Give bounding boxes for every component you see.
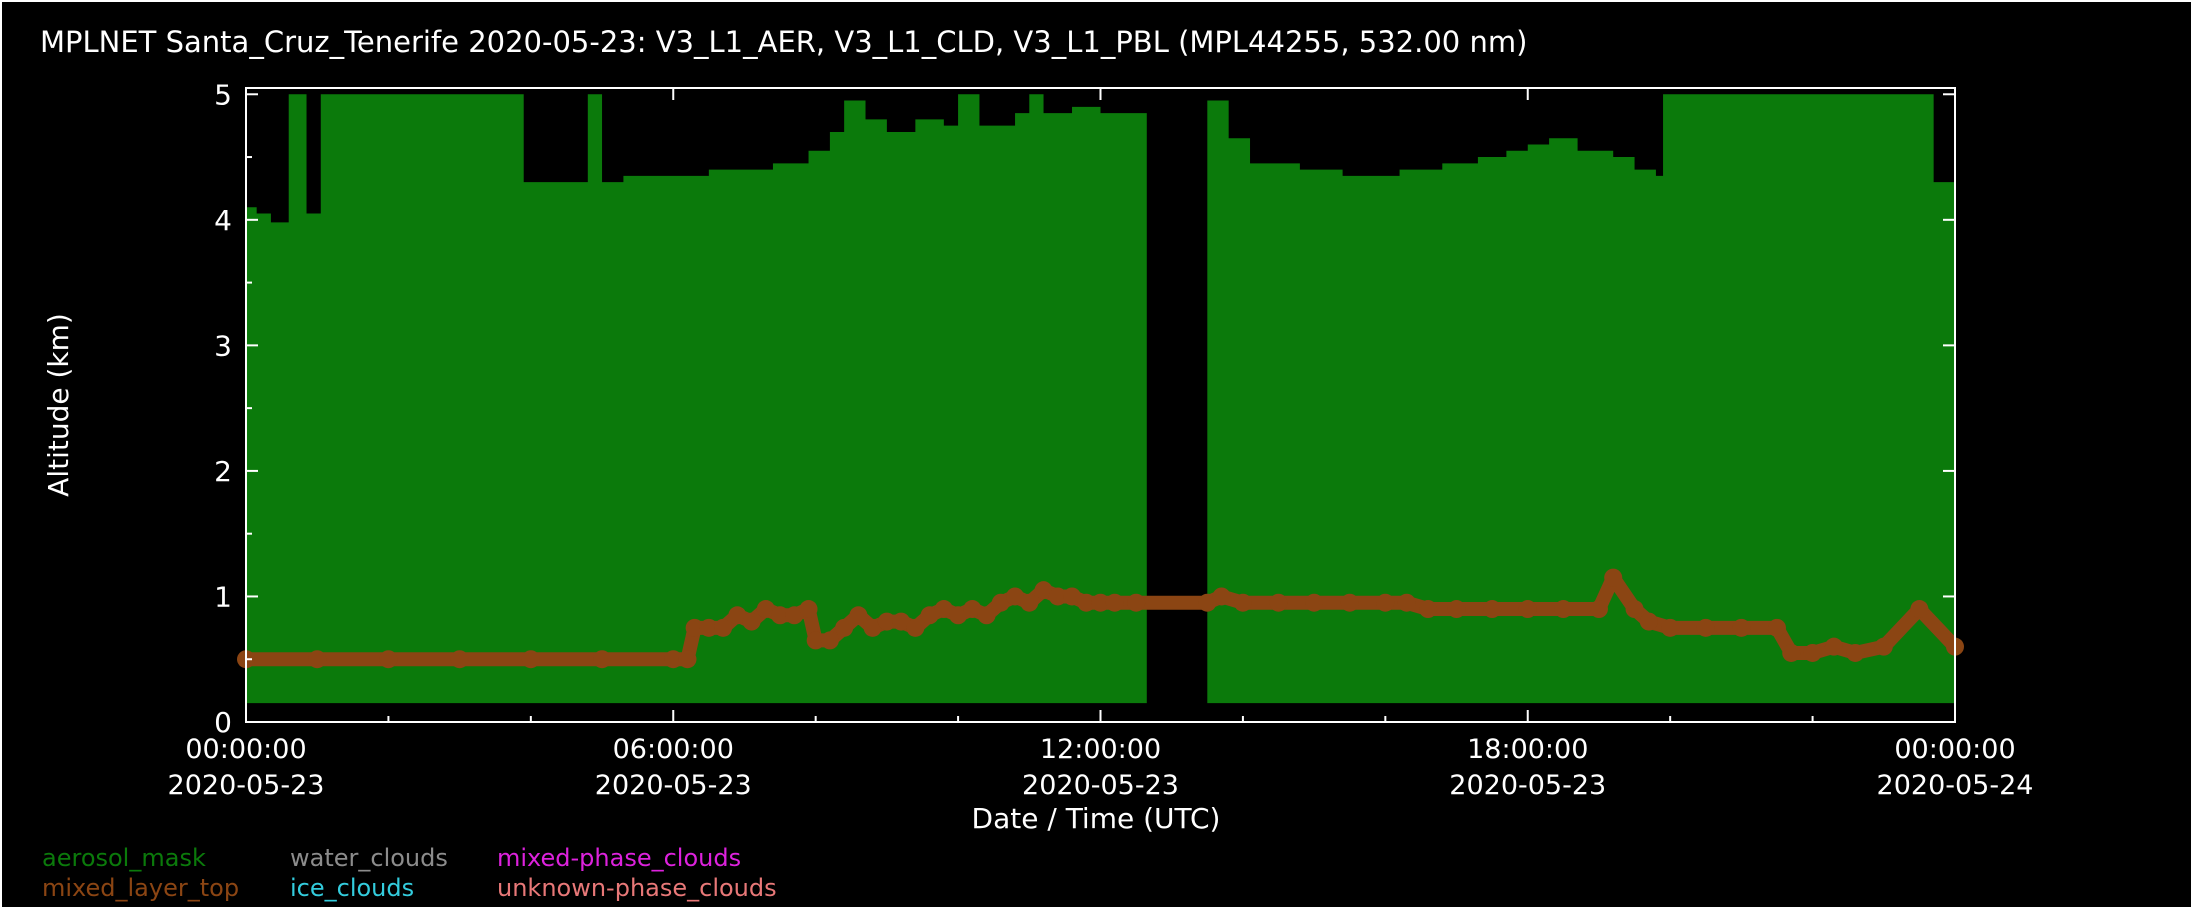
x-tick-time-label: 00:00:00 [185,734,306,765]
legend-water-clouds: water_clouds [290,844,448,872]
mixed-layer-top-point [756,600,775,619]
mixed-layer-top-point [1696,618,1715,637]
aerosol-mask-area-1 [246,94,1147,704]
mixed-layer-top-point [849,606,868,625]
legend-mixed-phase-clouds: mixed-phase_clouds [497,844,741,872]
mixed-layer-top-point [1518,600,1537,619]
mixed-layer-top-point [714,618,733,637]
mixed-layer-top-point [1589,600,1608,619]
mixed-layer-top-point [820,631,839,650]
mixed-layer-top-point [1048,587,1067,606]
mixed-layer-top-point [963,600,982,619]
legend-ice-clouds: ice_clouds [290,874,414,902]
x-tick-date-label: 2020-05-24 [1877,770,2034,801]
mixed-layer-top-point [1397,593,1416,612]
mixed-layer-top-point [1639,612,1658,631]
mixed-layer-top-point [1127,593,1146,612]
mixed-layer-top-point [521,650,540,669]
x-tick-date-label: 2020-05-23 [1449,770,1606,801]
mixed-layer-top-point [685,618,704,637]
mixed-layer-top-point [1269,593,1288,612]
legend-mixed-layer-top: mixed_layer_top [42,874,239,902]
mixed-layer-top-point [1034,581,1053,600]
mixed-layer-top-point [1077,593,1096,612]
x-tick-date-label: 2020-05-23 [595,770,752,801]
mixed-layer-top-point [906,618,925,637]
legend: aerosol_mask water_clouds mixed-phase_cl… [42,844,777,902]
mixed-layer-top-point [1020,593,1039,612]
mixed-layer-top-point [1419,600,1438,619]
mixed-layer-top-point [977,606,996,625]
legend-aerosol-mask: aerosol_mask [42,844,206,872]
mixed-layer-top-point [877,612,896,631]
mixed-layer-top-point [1824,637,1843,656]
y-tick-label: 2 [214,455,232,488]
mixed-layer-top-point [1063,587,1082,606]
mixed-layer-top-point [1625,600,1644,619]
x-tick-date-label: 2020-05-23 [1022,770,1179,801]
y-tick-label: 4 [214,204,232,237]
mixed-layer-top-point [1376,593,1395,612]
mixed-layer-top-point [1212,587,1231,606]
mixed-layer-top-point [1105,593,1124,612]
mixed-layer-top-point [1554,600,1573,619]
mixed-layer-top-point [771,606,790,625]
y-tick-label: 5 [214,78,232,111]
mixed-layer-top-point [1782,643,1801,662]
plot-area: 0 1 2 3 4 5 00:00:00 2020-05-23 06:00:00 2020-05-… [168,78,2034,801]
mixed-layer-top-point [785,606,804,625]
mixed-layer-top-point [806,631,825,650]
mixed-layer-top-point [991,593,1010,612]
x-tick-time-label: 18:00:00 [1467,734,1588,765]
mixed-layer-top-point [949,606,968,625]
mixed-layer-top-point [799,600,818,619]
mixed-layer-top-point [308,650,327,669]
mixed-layer-top-point [863,618,882,637]
mixed-layer-top-point [678,650,697,669]
mixed-layer-top-point [1340,593,1359,612]
mixed-layer-top-point [934,600,953,619]
y-tick-label: 3 [214,329,232,362]
mixed-layer-top-point [1483,600,1502,619]
mixed-layer-top-point [920,606,939,625]
y-axis-label: Altitude (km) [42,313,75,497]
y-tick-label: 0 [214,706,232,739]
mixed-layer-top-point [1006,587,1025,606]
mixed-layer-top-point [1091,593,1110,612]
mixed-layer-top-point [1803,643,1822,662]
mixed-layer-top-point [892,612,911,631]
mixed-layer-top-point [379,650,398,669]
mixed-layer-top-point [728,606,747,625]
aerosol-mask-area-2 [1207,94,1955,704]
mixed-layer-top-point [450,650,469,669]
mixed-layer-top-point [1732,618,1751,637]
y-tick-label: 1 [214,580,232,613]
mixed-layer-top-point [1661,618,1680,637]
mixed-layer-top-point [1604,568,1623,587]
x-tick-time-label: 12:00:00 [1040,734,1161,765]
x-tick-date-label: 2020-05-23 [168,770,325,801]
mixed-layer-top-point [1198,593,1217,612]
mixed-layer-top-point [593,650,612,669]
x-tick-time-label: 06:00:00 [613,734,734,765]
mixed-layer-top-point [1447,600,1466,619]
mixed-layer-top-point [664,650,683,669]
mixed-layer-top-point [1910,600,1929,619]
mixed-layer-top-point [1767,618,1786,637]
mixed-layer-top-point [1874,637,1893,656]
x-axis-label: Date / Time (UTC) [972,802,1221,835]
mixed-layer-top-point [835,618,854,637]
mixed-layer-top-point [1305,593,1324,612]
x-tick-time-label: 00:00:00 [1894,734,2015,765]
mixed-layer-top-point [1846,643,1865,662]
mixed-layer-top-point [699,618,718,637]
chart-title: MPLNET Santa_Cruz_Tenerife 2020-05-23: V… [40,25,1527,59]
legend-unknown-phase-clouds: unknown-phase_clouds [497,874,777,902]
mixed-layer-top-point [742,612,761,631]
mixed-layer-top-point [1233,593,1252,612]
